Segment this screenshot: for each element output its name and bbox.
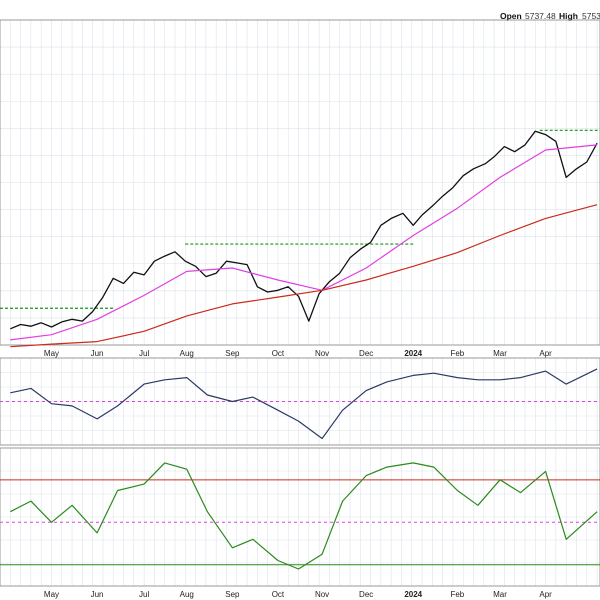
indicator-panel-border [0, 357, 600, 446]
x-tick-label: Feb [450, 349, 464, 358]
x-tick-label: Jun [91, 590, 104, 599]
x-tick-label: Jun [91, 349, 104, 358]
x-tick-label: Feb [450, 590, 464, 599]
rsi-panel-border [0, 447, 600, 587]
price-series-line [10, 130, 598, 330]
x-tick-label: Aug [180, 349, 194, 358]
grid-layer [0, 20, 600, 586]
x-tick-label: Nov [315, 349, 329, 358]
x-tick-label: Mar [493, 349, 507, 358]
high-value: 5753 [582, 11, 600, 21]
x-tick-label: Aug [180, 590, 194, 599]
x-tick-label: 2024 [404, 590, 422, 599]
x-tick-label: Apr [539, 349, 552, 358]
axis-layer: May Jun Jul Aug Sep Oct Nov Dec 2024 Feb Mar Apr May… [44, 349, 552, 599]
x-tick-label: Mar [493, 590, 507, 599]
rsi-panel [0, 447, 600, 587]
x-tick-label: May [44, 590, 59, 599]
x-tick-label: Jul [139, 349, 149, 358]
high-label: High [559, 11, 578, 21]
x-tick-label: Sep [225, 349, 240, 358]
x-tick-label: May [44, 349, 59, 358]
series-layer [0, 129, 600, 570]
indicator-panel [0, 357, 600, 446]
ma_long-series-line [10, 204, 598, 348]
open-label: Open [500, 11, 522, 21]
ohlc-header: Open 5737.48 High 5753 [500, 11, 600, 21]
x-tick-label: Oct [272, 590, 285, 599]
price-panel-border [0, 19, 600, 346]
open-value: 5737.48 [525, 11, 556, 21]
x-tick-label: Oct [272, 349, 285, 358]
price-panel [0, 19, 600, 346]
x-tick-label: Apr [539, 590, 552, 599]
rsi-series-line [10, 462, 598, 570]
x-tick-label: Dec [359, 349, 373, 358]
x-tick-label: Dec [359, 590, 373, 599]
indicator-series-line [10, 368, 598, 440]
x-tick-label: Jul [139, 590, 149, 599]
ma_short-series-line [10, 144, 598, 341]
x-tick-label: Nov [315, 590, 329, 599]
x-tick-label: Sep [225, 590, 240, 599]
x-tick-label: 2024 [404, 349, 422, 358]
